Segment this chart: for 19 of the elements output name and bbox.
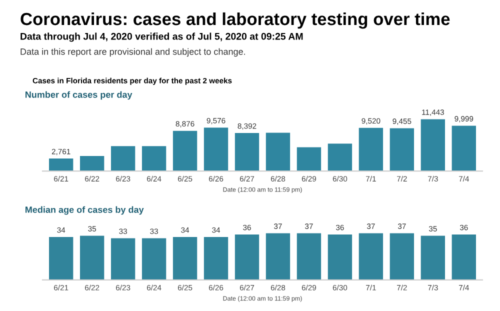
bar bbox=[49, 158, 74, 172]
bar bbox=[234, 133, 260, 172]
text: Coronavirus: cases and laboratory testing over time bbox=[20, 12, 450, 29]
bar bbox=[80, 156, 104, 172]
bar bbox=[420, 119, 446, 172]
bar bbox=[296, 147, 322, 172]
text: Data through Jul 4, 2020 verified as of Jul 5, 2020 at 09:25 AM bbox=[20, 32, 303, 42]
bar bbox=[452, 126, 476, 172]
bar bbox=[266, 132, 290, 172]
bar bbox=[142, 146, 166, 172]
chart-title: Median age of cases by day bbox=[26, 206, 144, 215]
bar bbox=[204, 128, 228, 172]
bar bbox=[328, 144, 352, 172]
text: Data in this report are provisional and subject to change. bbox=[20, 48, 246, 57]
bar bbox=[390, 128, 414, 172]
bar bbox=[358, 128, 384, 172]
chart-title: Number of cases per day bbox=[26, 91, 132, 100]
bar bbox=[172, 130, 198, 172]
bar bbox=[110, 146, 136, 172]
